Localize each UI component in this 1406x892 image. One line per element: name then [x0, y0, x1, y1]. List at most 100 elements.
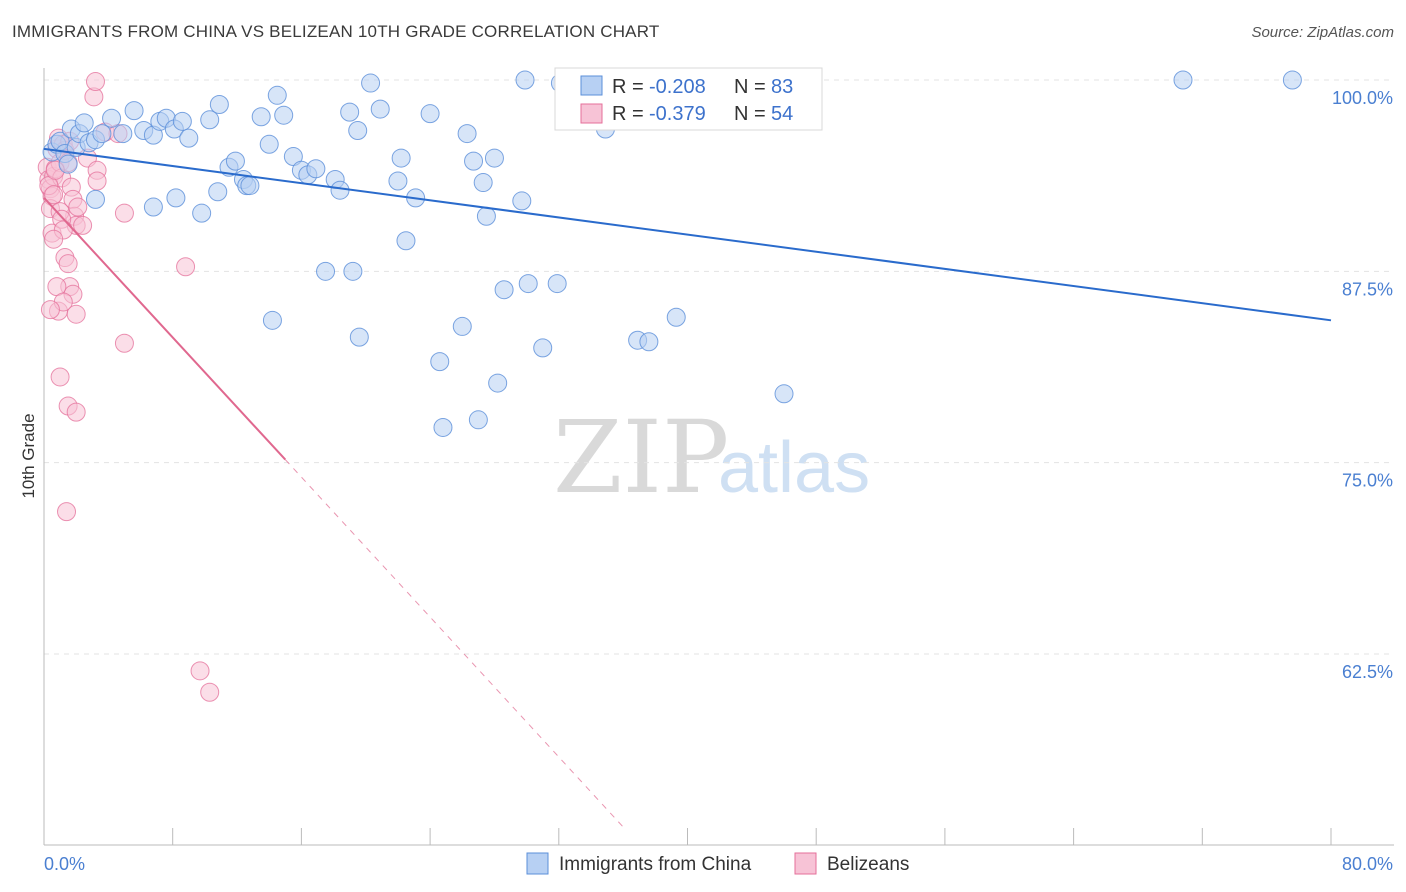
china-point [124, 101, 144, 121]
y-tick-label: 100.0% [1332, 88, 1393, 108]
x-tick-label-max: 80.0% [1342, 854, 1393, 874]
china-point [468, 410, 488, 430]
bottom-legend-pink-label: Belizeans [827, 854, 909, 875]
china-point [85, 189, 105, 209]
legend-blue-swatch [580, 75, 603, 96]
china-point [1173, 70, 1193, 90]
china-point [476, 206, 496, 226]
china-point [92, 124, 112, 144]
belizeans-point [68, 197, 88, 217]
china-point [388, 171, 408, 191]
china-point [166, 188, 186, 208]
belizeans-point [66, 402, 86, 422]
china-point [113, 124, 133, 144]
y-tick-label: 87.5% [1342, 279, 1393, 299]
trend-lines [43, 147, 1332, 828]
bottom-legend-blue-label: Immigrants from China [559, 854, 752, 875]
china-point [494, 280, 514, 300]
china-point [343, 261, 363, 281]
china-point [512, 191, 532, 211]
china-point [274, 105, 294, 125]
china-point [433, 417, 453, 437]
china-point [430, 352, 450, 372]
china-point [348, 121, 368, 141]
belizeans-point [85, 72, 105, 92]
belizeans-point [87, 171, 107, 191]
belizeans-point [66, 304, 86, 324]
china-point [370, 99, 390, 119]
belizeans-point [57, 502, 77, 522]
china-point [267, 85, 287, 105]
china-point [143, 197, 163, 217]
chart-title: IMMIGRANTS FROM CHINA VS BELIZEAN 10TH G… [12, 22, 660, 41]
x-tick-label-min: 0.0% [44, 854, 85, 874]
china-point [192, 203, 212, 223]
y-axis-label: 10th Grade [19, 413, 38, 498]
legend-pink-r-label: R = [612, 103, 644, 125]
china-point [251, 107, 271, 127]
legend-pink-swatch [580, 103, 603, 124]
belizeans-point [73, 215, 93, 235]
china-point [340, 102, 360, 122]
china-point [639, 332, 659, 352]
belizeans-point [44, 229, 64, 249]
china-point [547, 274, 567, 294]
y-tick-label: 75.0% [1342, 471, 1393, 491]
china-point [172, 111, 192, 131]
china-point [774, 384, 794, 404]
belizeans-point [50, 367, 70, 387]
china-point [209, 94, 229, 114]
china-point [306, 159, 326, 179]
china-point [533, 338, 553, 358]
china-points [42, 70, 1302, 437]
china-point [391, 148, 411, 168]
china-point [464, 151, 484, 171]
china-point [259, 134, 279, 154]
legend-blue-n-value: 83 [771, 76, 793, 98]
china-point [330, 180, 350, 200]
china-point [420, 104, 440, 124]
china-point [58, 154, 78, 174]
belizeans-point [44, 185, 64, 205]
belizeans-trend-line [43, 197, 287, 461]
china-point [225, 151, 245, 171]
belizeans-point [114, 333, 134, 353]
belizeans-point [40, 300, 60, 320]
legend-box: R = -0.208 N = 83 R = -0.379 N = 54 [554, 67, 823, 131]
y-tick-labels: 100.0% 87.5% 75.0% 62.5% [1332, 88, 1393, 682]
china-point [102, 108, 122, 128]
belizeans-point [58, 254, 78, 274]
china-point [200, 110, 220, 130]
y-tick-label: 62.5% [1342, 662, 1393, 682]
bottom-legend: Immigrants from China Belizeans [526, 852, 909, 875]
legend-pink-n-value: 54 [771, 103, 793, 125]
china-point [396, 231, 416, 251]
china-point [452, 316, 472, 336]
watermark-atlas: atlas [718, 428, 870, 508]
china-point [1282, 70, 1302, 90]
belizeans-point [190, 661, 210, 681]
belizeans-point [200, 682, 220, 702]
china-point [262, 310, 282, 330]
china-point [518, 274, 538, 294]
legend-blue-r-label: R = [612, 76, 644, 98]
china-point [361, 73, 381, 93]
china-point [473, 173, 493, 193]
china-point [349, 327, 369, 347]
bottom-legend-blue-swatch [526, 852, 549, 875]
legend-pink-n-label: N = [734, 103, 766, 125]
china-point [74, 113, 94, 133]
china-point [484, 148, 504, 168]
china-point [515, 70, 535, 90]
legend-blue-n-label: N = [734, 76, 766, 98]
china-point [208, 182, 228, 202]
china-point [240, 176, 260, 196]
grid [44, 79, 1394, 655]
china-point [179, 128, 199, 148]
bottom-legend-pink-swatch [794, 852, 817, 875]
source-credit: Source: ZipAtlas.com [1251, 24, 1394, 41]
china-point [316, 261, 336, 281]
china-trend-line [43, 147, 1332, 322]
belizeans-point [114, 203, 134, 223]
